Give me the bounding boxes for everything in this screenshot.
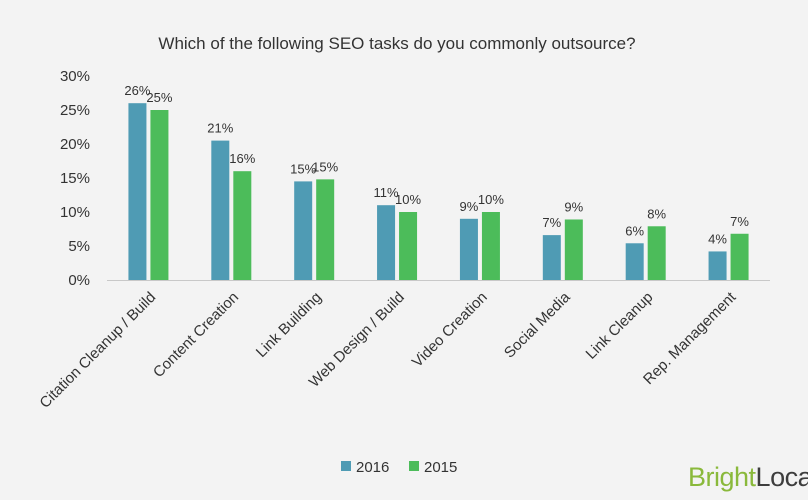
data-label: 10% — [395, 192, 421, 207]
x-tick-label: Link Cleanup — [583, 289, 657, 363]
bar-2016 — [211, 140, 230, 280]
y-tick-label: 25% — [60, 102, 90, 119]
data-label: 16% — [229, 151, 255, 166]
legend-label: 2015 — [424, 459, 457, 476]
data-label: 15% — [312, 159, 338, 174]
y-tick-label: 20% — [60, 136, 90, 153]
x-tick-label: Citation Cleanup / Build — [36, 289, 159, 412]
bar-2015 — [316, 179, 335, 280]
bar-2016 — [294, 181, 313, 280]
bar-2015 — [150, 110, 169, 280]
legend-swatch — [409, 461, 419, 471]
y-tick-label: 30% — [60, 68, 90, 85]
bar-2016 — [708, 251, 727, 280]
x-tick-label: Social Media — [501, 288, 574, 361]
bar-2015 — [481, 212, 500, 280]
bar-2015 — [647, 226, 666, 280]
bar-2015 — [399, 212, 418, 280]
data-label: 4% — [708, 231, 727, 246]
x-tick-label: Video Creation — [409, 289, 491, 371]
y-tick-label: 0% — [68, 272, 90, 289]
data-label: 7% — [542, 215, 561, 230]
bar-2015 — [730, 233, 749, 280]
data-label: 21% — [207, 121, 233, 136]
bar-2016 — [459, 218, 478, 280]
data-label: 10% — [478, 192, 504, 207]
data-label: 9% — [460, 199, 479, 214]
y-tick-label: 5% — [68, 238, 90, 255]
legend-swatch — [341, 461, 351, 471]
y-tick-label: 15% — [60, 170, 90, 187]
bar-2016 — [128, 103, 147, 280]
y-tick-label: 10% — [60, 204, 90, 221]
bar-2015 — [233, 171, 252, 280]
legend-label: 2016 — [356, 459, 389, 476]
data-label: 8% — [647, 206, 666, 221]
x-tick-label: Rep. Management — [640, 288, 740, 388]
data-label: 6% — [625, 223, 644, 238]
x-tick-label: Content Creation — [150, 289, 242, 381]
chart-title: Which of the following SEO tasks do you … — [158, 34, 635, 53]
data-label: 15% — [290, 161, 316, 176]
data-label: 25% — [146, 90, 172, 105]
bar-2016 — [625, 243, 644, 280]
bar-2016 — [542, 235, 561, 280]
data-label: 11% — [374, 185, 399, 200]
bar-2015 — [564, 219, 583, 280]
bar-2016 — [377, 205, 396, 280]
data-label: 9% — [564, 199, 583, 214]
x-tick-label: Link Building — [253, 289, 325, 361]
brightlocal-logo: BrightLocal — [688, 462, 808, 492]
data-label: 26% — [124, 83, 150, 98]
data-label: 7% — [730, 214, 749, 229]
